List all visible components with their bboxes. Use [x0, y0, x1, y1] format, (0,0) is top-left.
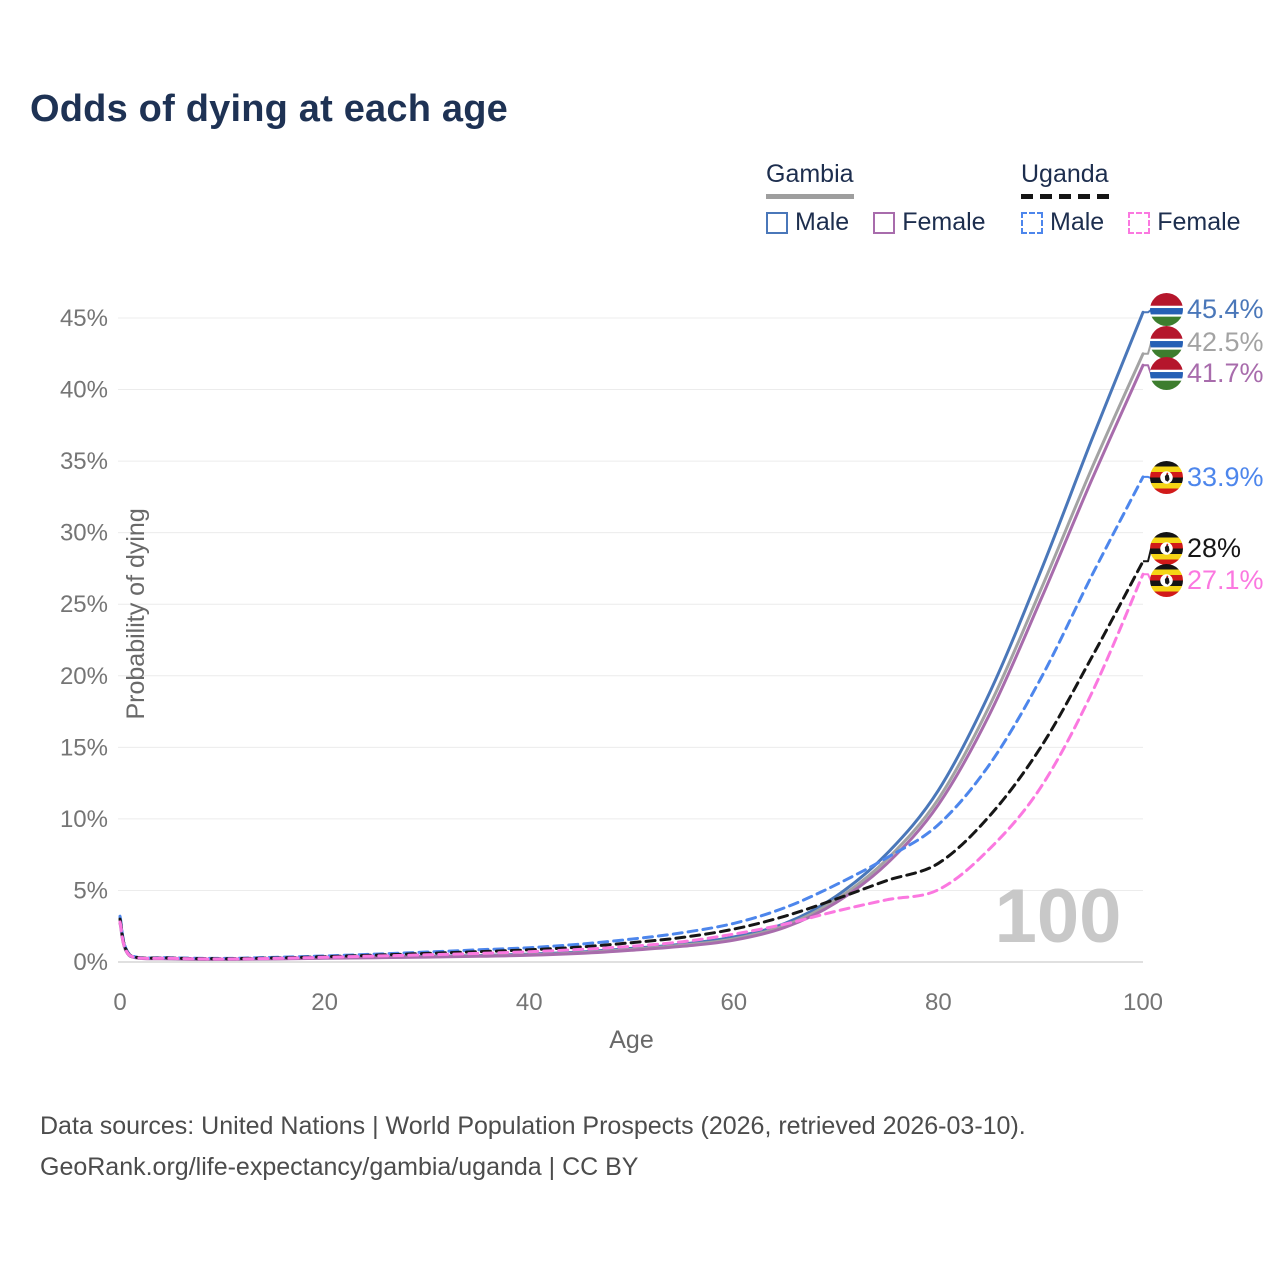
- y-tick-label: 20%: [60, 663, 108, 690]
- legend-country-uganda[interactable]: Uganda: [1021, 160, 1109, 199]
- legend-item-gambia-female[interactable]: Female: [873, 208, 986, 237]
- legend-item-label: Male: [795, 208, 850, 236]
- y-tick-label: 30%: [60, 520, 108, 547]
- y-tick-label: 40%: [60, 377, 108, 404]
- legend-group-gambia: Gambia Male Female: [766, 160, 986, 237]
- gambia-flag-icon: [1150, 293, 1183, 326]
- end-label-value: 45.4%: [1187, 294, 1264, 324]
- end-label-value: 42.5%: [1187, 327, 1264, 357]
- series-end-label: 27.1%: [1150, 564, 1264, 597]
- legend-item-gambia-male[interactable]: Male: [766, 208, 849, 237]
- y-tick-label: 25%: [60, 591, 108, 618]
- gambia-flag-icon: [1150, 357, 1183, 390]
- end-label-value: 27.1%: [1187, 565, 1264, 595]
- page-title: Odds of dying at each age: [30, 88, 508, 130]
- x-tick-label: 40: [516, 989, 543, 1016]
- legend-swatch-icon: [1128, 211, 1151, 234]
- series-end-label: 28%: [1150, 532, 1241, 565]
- legend-solid-line-swatch: [766, 194, 854, 199]
- uganda-flag-icon: [1150, 532, 1183, 565]
- series-line[interactable]: [118, 310, 1145, 961]
- x-tick-label: 100: [1123, 989, 1163, 1016]
- y-tick-label: 0%: [73, 949, 108, 976]
- legend-group-uganda: Uganda Male Female: [1021, 160, 1241, 237]
- y-tick-label: 45%: [60, 305, 108, 332]
- series-line[interactable]: [118, 363, 1145, 961]
- legend-dashed-line-swatch: [1021, 194, 1109, 199]
- legend-item-label: Male: [1050, 208, 1105, 236]
- x-tick-label: 0: [113, 989, 126, 1016]
- legend-item-label: Female: [1157, 208, 1241, 236]
- series-line[interactable]: [118, 475, 1145, 960]
- uganda-flag-icon: [1150, 564, 1183, 597]
- end-label-value: 28%: [1187, 533, 1242, 563]
- series-line[interactable]: [118, 572, 1145, 961]
- series-line[interactable]: [118, 352, 1145, 961]
- footer-sources: Data sources: United Nations | World Pop…: [40, 1112, 1026, 1140]
- uganda-flag-icon: [1150, 461, 1183, 494]
- y-tick-label: 35%: [60, 448, 108, 475]
- legend-country-label: Gambia: [766, 160, 854, 188]
- gambia-flag-icon: [1150, 326, 1183, 359]
- legend-swatch-icon: [766, 211, 788, 234]
- legend-items: Male Female: [766, 208, 986, 237]
- legend-country-label: Uganda: [1021, 160, 1109, 188]
- x-axis-title: Age: [609, 1026, 654, 1054]
- end-label-value: 41.7%: [1187, 358, 1264, 388]
- y-tick-label: 10%: [60, 806, 108, 833]
- legend-items: Male Female: [1021, 208, 1241, 237]
- series-end-label: 45.4%: [1150, 293, 1264, 326]
- y-tick-label: 5%: [73, 877, 108, 904]
- series-line[interactable]: [118, 559, 1145, 961]
- legend-swatch-icon: [873, 211, 896, 234]
- end-label-value: 33.9%: [1187, 462, 1264, 492]
- footer-link: GeoRank.org/life-expectancy/gambia/ugand…: [40, 1153, 639, 1181]
- legend-country-gambia[interactable]: Gambia: [766, 160, 854, 199]
- series-end-label: 33.9%: [1150, 461, 1264, 494]
- y-tick-label: 15%: [60, 734, 108, 761]
- age-counter-watermark: 100: [995, 874, 1122, 959]
- x-tick-label: 20: [311, 989, 338, 1016]
- y-axis-title: Probability of dying: [122, 508, 151, 720]
- legend-item-uganda-male[interactable]: Male: [1021, 208, 1104, 237]
- legend-item-uganda-female[interactable]: Female: [1128, 208, 1241, 237]
- series-end-label: 41.7%: [1150, 357, 1264, 390]
- x-tick-label: 60: [720, 989, 747, 1016]
- x-tick-label: 80: [925, 989, 952, 1016]
- footer: Data sources: United Nations | World Pop…: [40, 1106, 1026, 1188]
- series-end-label: 42.5%: [1150, 326, 1264, 359]
- legend-item-label: Female: [902, 208, 986, 236]
- legend-swatch-icon: [1021, 211, 1043, 234]
